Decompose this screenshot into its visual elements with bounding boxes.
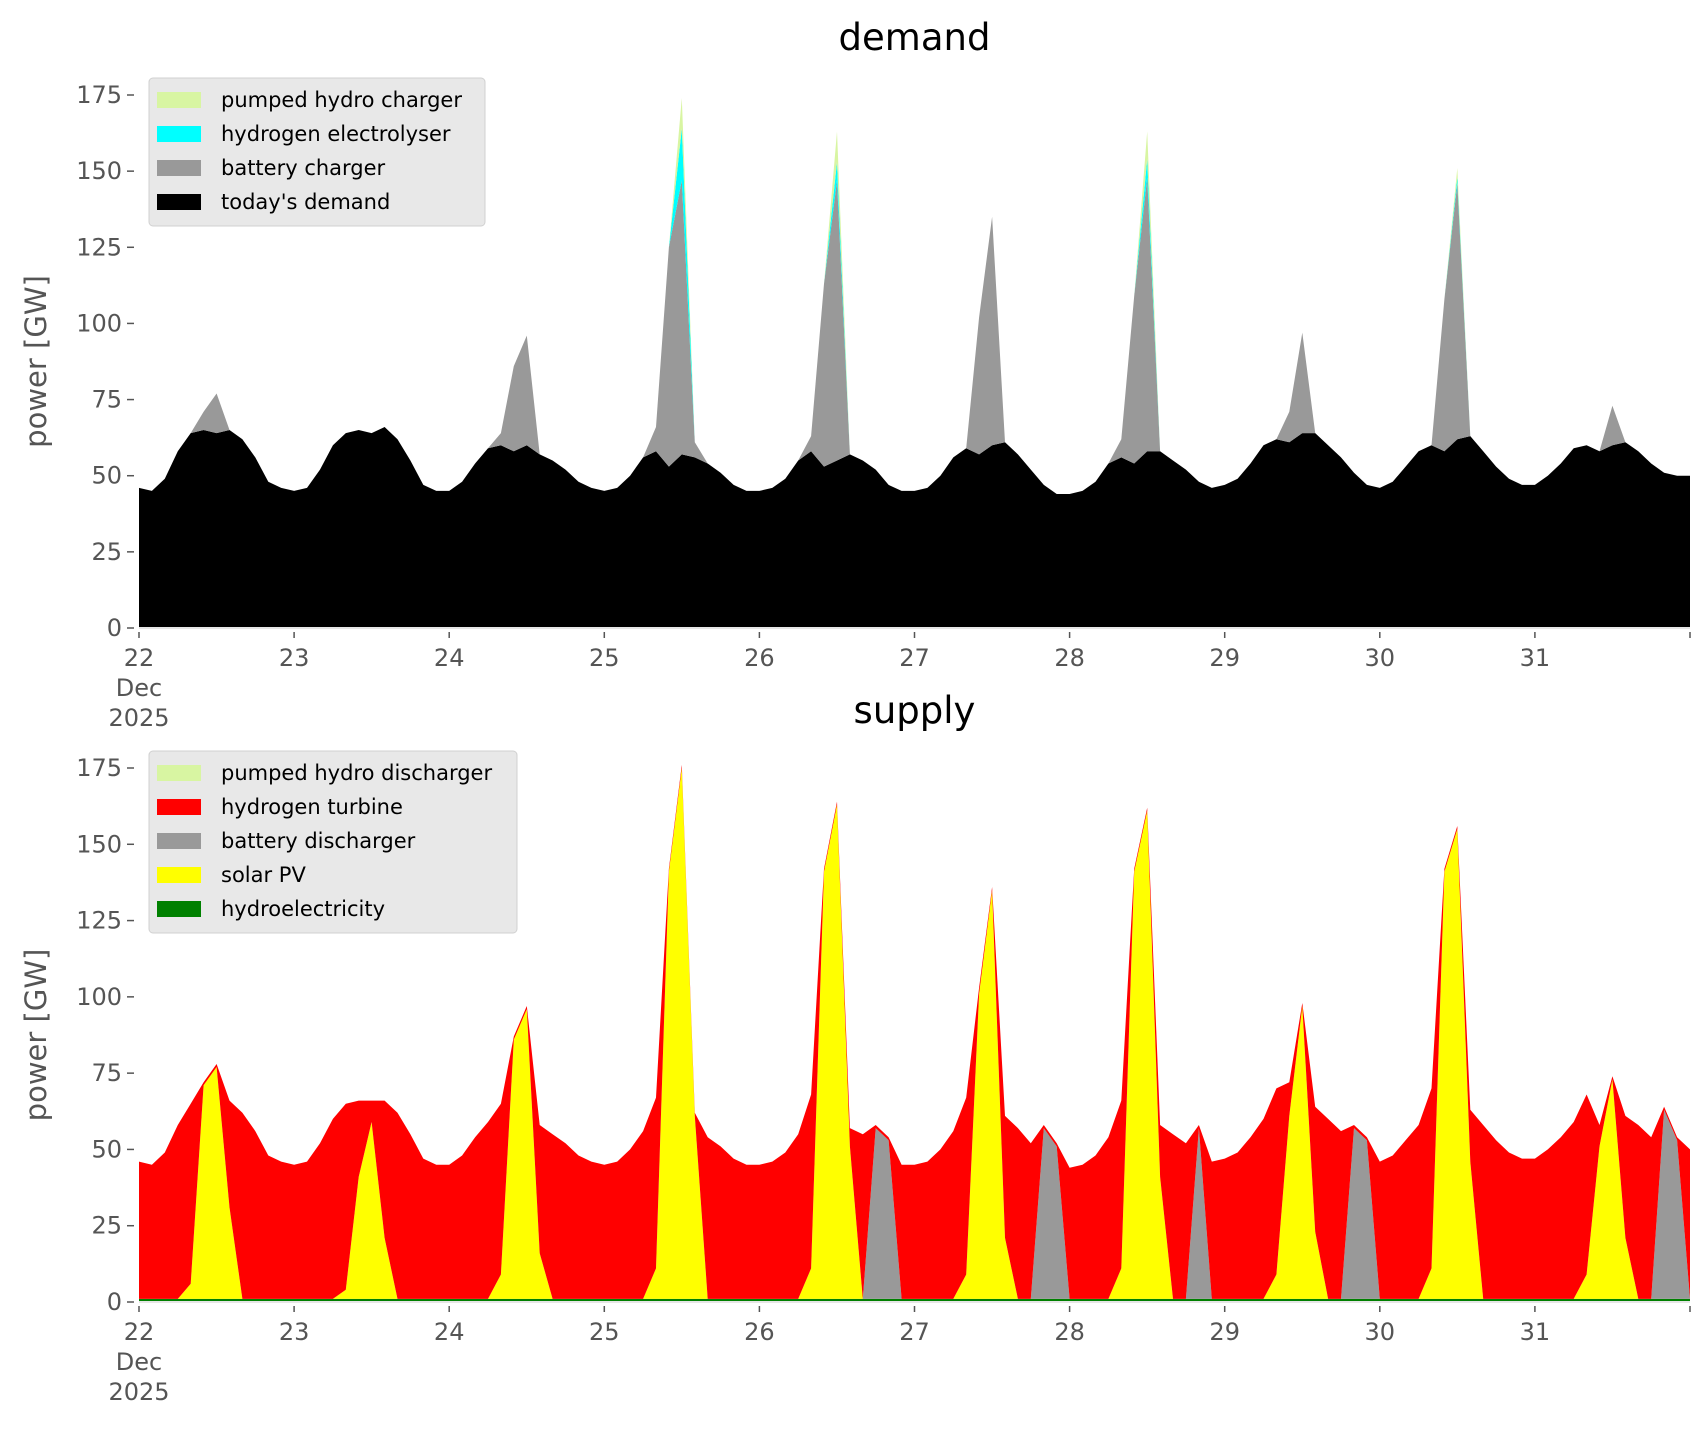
y-tick-label: 150 (76, 157, 122, 185)
x-tick-label: 29 (1209, 644, 1240, 672)
x-tick-label: Dec (116, 674, 162, 702)
legend-swatch (157, 867, 201, 883)
chart-title: demand (839, 16, 991, 59)
x-tick-label: Dec (116, 1348, 162, 1376)
legend-label: pumped hydro discharger (221, 761, 492, 785)
legend-swatch (157, 160, 201, 176)
y-tick-label: 50 (91, 1135, 122, 1163)
y-tick-label: 175 (76, 81, 122, 109)
area-today-s-demand (139, 427, 1690, 628)
area-solar-pv (139, 768, 1690, 1299)
area-battery-charger (139, 177, 1690, 494)
legend-box (148, 77, 486, 227)
x-tick-label: 24 (434, 1318, 465, 1346)
x-tick-label: 29 (1209, 1318, 1240, 1346)
x-tick-label: 23 (279, 1318, 310, 1346)
legend-box (148, 750, 518, 934)
x-tick-label: 30 (1365, 1318, 1396, 1346)
x-tick-label: 25 (589, 1318, 620, 1346)
x-tick-label: 31 (1520, 644, 1551, 672)
y-tick-label: 175 (76, 754, 122, 782)
x-tick-label: 27 (899, 1318, 930, 1346)
x-tick-label: 2025 (108, 704, 169, 732)
legend-label: battery discharger (221, 829, 416, 853)
y-tick-label: 0 (107, 1288, 122, 1316)
legend-label: hydroelectricity (221, 897, 385, 921)
legend-swatch (157, 799, 201, 815)
legend-label: battery charger (221, 156, 386, 180)
chart-title: supply (854, 689, 976, 732)
y-tick-label: 75 (91, 1059, 122, 1087)
y-tick-label: 0 (107, 614, 122, 642)
legend-label: pumped hydro charger (221, 88, 462, 112)
legend-swatch (157, 92, 201, 108)
legend-swatch (157, 765, 201, 781)
y-tick-label: 50 (91, 462, 122, 490)
y-axis-label: power [GW] (19, 275, 53, 448)
x-tick-label: 28 (1054, 1318, 1085, 1346)
y-tick-label: 25 (91, 538, 122, 566)
y-tick-label: 125 (76, 907, 122, 935)
x-tick-label: 22 (124, 644, 155, 672)
legend-swatch (157, 901, 201, 917)
x-tick-label: 31 (1520, 1318, 1551, 1346)
x-tick-label: 26 (744, 1318, 775, 1346)
legend-label: solar PV (221, 863, 306, 887)
y-tick-label: 75 (91, 386, 122, 414)
y-tick-label: 150 (76, 830, 122, 858)
x-tick-label: 28 (1054, 644, 1085, 672)
legend: pumped hydro discharger hydrogen turbine b… (148, 750, 518, 934)
legend-swatch (157, 194, 201, 210)
y-axis-label: power [GW] (19, 949, 53, 1122)
y-tick-label: 125 (76, 233, 122, 261)
x-tick-label: 24 (434, 644, 465, 672)
x-tick-label: 25 (589, 644, 620, 672)
y-tick-label: 100 (76, 309, 122, 337)
legend: pumped hydro charger hydrogen electrolyse… (148, 77, 486, 227)
x-tick-label: 2025 (108, 1378, 169, 1406)
area-hydrogen-turbine (139, 764, 1690, 1299)
legend-label: today's demand (221, 190, 390, 214)
y-tick-label: 100 (76, 983, 122, 1011)
legend-swatch (157, 833, 201, 849)
legend-swatch (157, 126, 201, 142)
y-tick-label: 25 (91, 1212, 122, 1240)
x-tick-label: 27 (899, 644, 930, 672)
x-tick-label: 30 (1365, 644, 1396, 672)
legend-label: hydrogen electrolyser (221, 122, 451, 146)
x-tick-label: 23 (279, 644, 310, 672)
legend-label: hydrogen turbine (221, 795, 403, 819)
x-tick-label: 26 (744, 644, 775, 672)
x-tick-label: 22 (124, 1318, 155, 1346)
